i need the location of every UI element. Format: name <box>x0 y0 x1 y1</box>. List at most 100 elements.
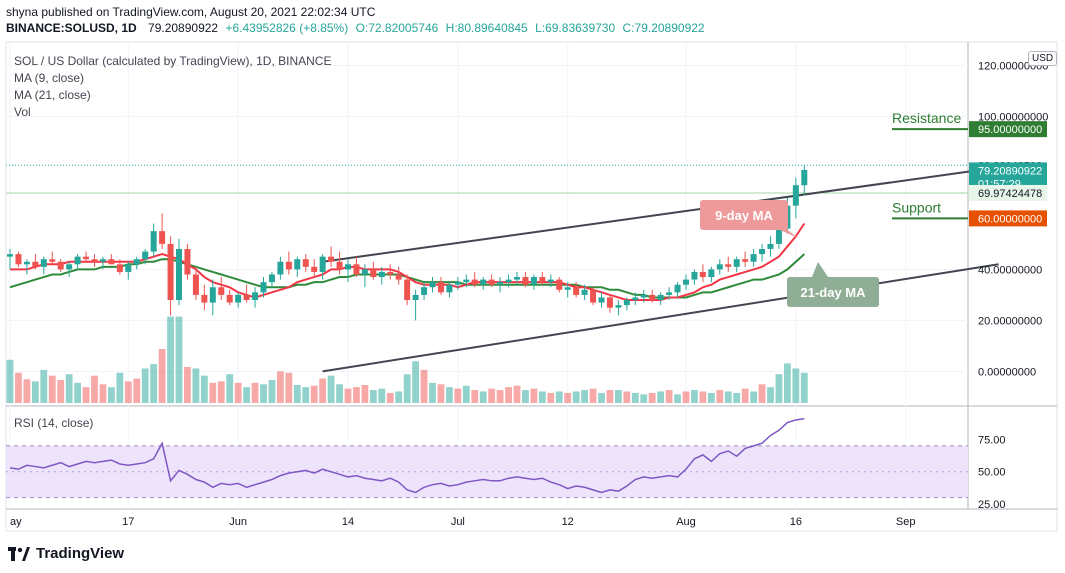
volume-bar <box>302 387 310 403</box>
volume-bar <box>538 391 546 403</box>
legend-rsi[interactable]: RSI (14, close) <box>14 416 94 430</box>
volume-bar <box>243 387 250 403</box>
volume-bar <box>741 388 749 403</box>
candle <box>750 249 757 267</box>
legend-volume[interactable]: Vol <box>14 105 31 119</box>
candle-body <box>404 279 411 300</box>
volume-bar <box>623 391 631 403</box>
candle <box>539 271 546 285</box>
chart-frame <box>5 41 1058 532</box>
volume-bar <box>420 369 428 403</box>
symbol-label: BINANCE:SOLUSD, 1D <box>6 21 137 35</box>
candle-body <box>623 300 630 306</box>
candle <box>547 274 554 288</box>
candle-body <box>446 284 453 293</box>
candle <box>649 289 656 303</box>
price-tag-last-text: 79.20890922 <box>978 165 1042 177</box>
candle-body <box>657 294 664 300</box>
candle <box>328 246 335 267</box>
candle <box>674 282 681 298</box>
candle-body <box>150 231 157 252</box>
brand-name: TradingView <box>36 545 125 562</box>
volume-bar <box>57 379 65 403</box>
volume-bar <box>82 387 90 403</box>
candle-body <box>674 284 681 293</box>
candle-body <box>775 228 782 244</box>
price-tick-label: 20.00000000 <box>978 315 1042 327</box>
volume-bar <box>209 382 217 403</box>
currency-badge[interactable]: USD <box>1028 51 1058 66</box>
volume-bar <box>369 390 377 403</box>
candle-body <box>547 279 554 283</box>
legend-ma9[interactable]: MA (9, close) <box>14 71 85 85</box>
candle-body <box>564 287 571 290</box>
candle <box>302 254 309 272</box>
volume-bar <box>74 382 81 403</box>
volume-bar <box>65 374 73 403</box>
candle <box>7 249 13 270</box>
volume-bar <box>479 391 487 403</box>
candle-body <box>666 292 673 295</box>
candle-body <box>15 254 22 265</box>
candle <box>801 164 808 196</box>
candle <box>471 271 478 288</box>
volume-bar <box>674 394 681 403</box>
candle <box>708 266 715 283</box>
candle <box>370 261 377 280</box>
candle-body <box>74 256 81 265</box>
volume-bar <box>31 381 39 403</box>
price-tag-resistance-text: 95.00000000 <box>978 124 1042 136</box>
volume-bar <box>344 388 352 403</box>
chart-title: SOL / US Dollar (calculated by TradingVi… <box>14 54 332 68</box>
candle <box>733 256 740 272</box>
legend-ma21[interactable]: MA (21, close) <box>14 88 91 102</box>
candle <box>235 292 242 308</box>
candle <box>277 256 284 280</box>
candle-body <box>716 264 723 270</box>
candle <box>725 256 732 272</box>
candle-body <box>573 287 580 295</box>
candle-body <box>590 289 597 303</box>
resistance-label: Resistance <box>892 110 961 126</box>
time-tick-label: 12 <box>562 516 574 528</box>
candle <box>716 259 723 275</box>
ma21-callout: 21-day MA <box>787 262 879 307</box>
price-tag-support-text: 60.00000000 <box>978 213 1042 225</box>
candle-body <box>108 259 115 265</box>
volume-bar <box>631 392 639 403</box>
candle <box>615 300 622 316</box>
candle-body <box>294 259 301 270</box>
candle <box>91 254 98 267</box>
tradingview-logo[interactable]: TradingView <box>8 545 124 562</box>
candle-body <box>184 249 191 275</box>
volume-bar <box>767 387 774 403</box>
volume-bar <box>251 382 259 403</box>
ma21-callout-text: 21-day MA <box>800 285 866 300</box>
candle <box>345 259 351 283</box>
low-value: L:69.83639730 <box>535 21 616 35</box>
volume-bar <box>116 372 124 403</box>
candle-body <box>133 259 140 265</box>
volume-bar <box>293 385 301 403</box>
candle-body <box>260 282 267 293</box>
volume-bar <box>40 369 48 403</box>
time-tick-label: Jul <box>451 516 465 528</box>
candle <box>49 251 56 265</box>
volume-bar <box>158 349 166 403</box>
candle-body <box>581 289 588 295</box>
price-tag-support <box>969 210 1047 227</box>
candle-body <box>530 277 537 285</box>
candle-body <box>598 297 605 303</box>
candle-body <box>192 274 199 295</box>
candle <box>429 277 436 293</box>
volume-bar <box>572 391 580 403</box>
candle <box>454 277 461 290</box>
time-tick-label: ay <box>10 516 22 528</box>
publish-info: shyna published on TradingView.com, Augu… <box>6 5 375 19</box>
candle-body <box>792 185 799 206</box>
candle-body <box>302 259 309 267</box>
candle-body <box>226 294 233 303</box>
volume-bar <box>268 379 276 403</box>
candle <box>437 277 444 295</box>
